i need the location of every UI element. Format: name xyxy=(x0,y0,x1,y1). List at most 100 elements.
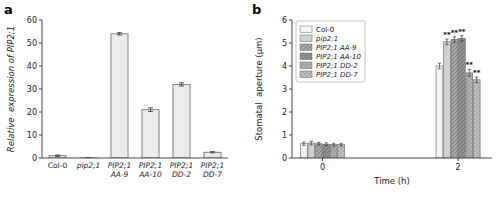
x-axis-line xyxy=(42,158,228,159)
bar xyxy=(173,84,190,158)
error-bar xyxy=(445,39,448,45)
y-tick xyxy=(289,43,292,44)
y-tick xyxy=(39,66,42,67)
legend: Col-0pip2;1PIP2;1 AA-9PIP2;1 AA-10PIP2;1… xyxy=(296,21,365,82)
error-bar xyxy=(325,143,328,146)
legend-label: PIP2;1 AA-10 xyxy=(316,53,362,61)
x-axis-label: Time (h) xyxy=(373,176,410,186)
y-tick xyxy=(289,158,292,159)
y-tick xyxy=(39,43,42,44)
bar xyxy=(444,42,451,158)
error-bar xyxy=(453,37,456,43)
legend-label: pip2;1 xyxy=(315,35,338,43)
x-tick-label: PIP2;1DD-2 xyxy=(170,161,193,179)
bar xyxy=(111,34,128,158)
error-bar xyxy=(475,77,478,83)
x-tick-label-line: PIP2;1 xyxy=(170,161,193,170)
y-tick-label: 0 xyxy=(282,154,287,163)
x-tick-label: PIP2;1DD-7 xyxy=(201,161,224,179)
legend-swatch xyxy=(300,62,312,69)
x-tick-label-line: PIP2;1 xyxy=(201,161,224,170)
y-axis-label: Stomatal aperture (μm) xyxy=(254,37,264,140)
error-bar xyxy=(179,83,184,86)
error-bar xyxy=(468,69,471,76)
bar xyxy=(323,144,330,158)
y-tick xyxy=(289,66,292,67)
y-tick xyxy=(39,135,42,136)
bar xyxy=(338,145,345,158)
panel-title: b xyxy=(252,2,261,17)
x-tick xyxy=(322,158,323,161)
x-tick-label-line: AA-10 xyxy=(138,170,162,179)
y-tick-label: 6 xyxy=(282,16,287,25)
bar xyxy=(315,144,322,158)
y-tick xyxy=(39,158,42,159)
bar xyxy=(458,38,465,158)
y-axis: 0102030405060 xyxy=(27,16,42,163)
significance-labels: ********** xyxy=(443,28,480,77)
error-bar xyxy=(460,36,463,42)
legend-label: Col-0 xyxy=(316,26,334,34)
y-tick xyxy=(289,112,292,113)
legend-label: PIP2;1 DD-2 xyxy=(316,62,358,70)
x-axis: 02 xyxy=(292,158,492,172)
bar xyxy=(466,73,473,158)
error-bar xyxy=(310,141,313,145)
x-tick-label: pip2;1 xyxy=(76,161,101,170)
x-axis-line xyxy=(292,158,492,159)
plot-area xyxy=(49,33,221,158)
y-axis: 0123456 xyxy=(282,16,292,163)
y-tick xyxy=(39,112,42,113)
bar xyxy=(142,110,159,158)
y-tick-label: 60 xyxy=(27,16,37,25)
legend-swatch xyxy=(300,71,312,78)
chart: 0102030405060Relative expression of PIP2… xyxy=(0,0,500,200)
y-tick-label: 4 xyxy=(282,62,287,71)
x-axis: Col-0pip2;1PIP2;1AA-9PIP2;1AA-10PIP2;1DD… xyxy=(42,158,228,179)
x-tick-label: 0 xyxy=(320,163,325,172)
legend-swatch xyxy=(300,26,312,33)
error-bar xyxy=(438,63,441,69)
x-tick-label: 2 xyxy=(456,163,461,172)
y-tick-label: 50 xyxy=(27,39,37,48)
y-tick-label: 5 xyxy=(282,39,287,48)
legend-frame xyxy=(296,21,365,82)
bar xyxy=(204,152,221,158)
x-tick-label-line: AA-9 xyxy=(110,170,129,179)
error-bar xyxy=(55,155,60,156)
x-tick-label: PIP2;1AA-9 xyxy=(108,161,131,179)
bar xyxy=(436,66,443,158)
error-bar xyxy=(332,143,335,146)
bar xyxy=(308,143,315,158)
error-bar xyxy=(302,142,305,145)
bar xyxy=(300,144,307,158)
y-tick-label: 30 xyxy=(27,85,37,94)
y-tick xyxy=(39,20,42,21)
x-tick-label-line: DD-7 xyxy=(203,170,222,179)
error-bar xyxy=(117,33,122,35)
legend-swatch xyxy=(300,44,312,51)
panel-title: a xyxy=(4,2,13,17)
bar xyxy=(473,80,480,158)
legend-swatch xyxy=(300,53,312,60)
legend-label: PIP2;1 DD-7 xyxy=(316,71,358,79)
legend-label: PIP2;1 AA-9 xyxy=(316,44,357,52)
bar xyxy=(330,145,337,158)
error-bar xyxy=(210,152,215,153)
x-tick-label-line: Col-0 xyxy=(48,161,68,170)
y-tick xyxy=(289,20,292,21)
y-tick xyxy=(289,135,292,136)
y-tick-label: 10 xyxy=(27,131,37,140)
x-tick-label: PIP2;1AA-10 xyxy=(138,161,162,179)
y-tick xyxy=(289,89,292,90)
x-tick-label-line: PIP2;1 xyxy=(108,161,131,170)
y-tick-label: 2 xyxy=(282,108,287,117)
error-bar xyxy=(317,142,320,145)
legend-swatch xyxy=(300,35,312,42)
x-tick-label-line: PIP2;1 xyxy=(139,161,162,170)
y-tick-label: 0 xyxy=(32,154,37,163)
bar xyxy=(451,40,458,158)
x-tick xyxy=(458,158,459,161)
y-tick-label: 40 xyxy=(27,62,37,71)
plot-area xyxy=(300,36,480,158)
